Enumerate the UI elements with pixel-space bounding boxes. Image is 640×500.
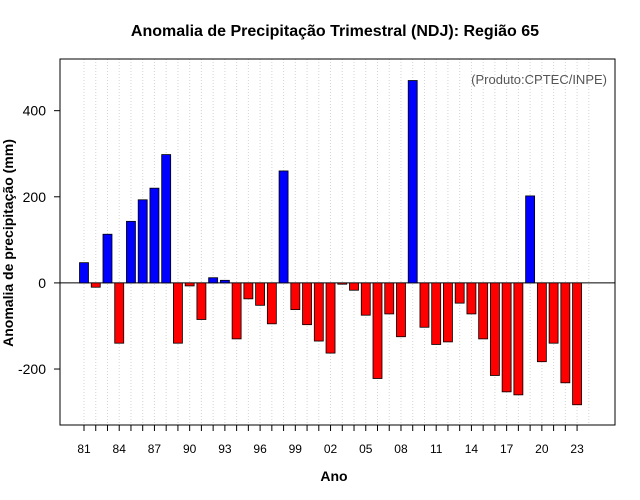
bar-1993: [219, 279, 230, 284]
bar-1994: [231, 282, 242, 340]
bar-1982: [90, 282, 101, 288]
bar-1996: [255, 282, 266, 306]
bar-1985: [126, 220, 136, 284]
x-tick-label: 02: [324, 442, 338, 456]
x-tick-label: 14: [465, 442, 479, 456]
bar-2008: [396, 282, 406, 338]
bar-1988: [161, 154, 172, 284]
bar-2023: [572, 282, 582, 406]
bar-2021: [548, 282, 559, 344]
bar-2005: [360, 282, 371, 316]
y-tick-label: 400: [23, 103, 47, 119]
x-tick-label: 96: [253, 442, 267, 456]
bar-2018: [513, 282, 524, 396]
bar-2010: [419, 282, 430, 328]
bar-1987: [149, 187, 160, 284]
bars: [79, 80, 582, 406]
x-tick-label: 17: [500, 442, 514, 456]
x-tick-label: 20: [535, 442, 549, 456]
y-tick-label: 0: [38, 275, 46, 291]
x-tick-label: 11: [430, 442, 443, 456]
bar-1986: [137, 199, 148, 284]
bar-2019: [525, 195, 536, 284]
bar-2015: [478, 282, 489, 340]
bar-2013: [454, 282, 465, 304]
bar-2000: [302, 282, 312, 326]
bar-1998: [278, 170, 289, 284]
bar-1989: [173, 282, 183, 344]
x-axis-title: Ano: [320, 468, 347, 484]
x-tick-label: 90: [183, 442, 197, 456]
bar-2001: [313, 282, 324, 342]
bar-1999: [290, 282, 301, 311]
x-tick-label: 08: [394, 442, 408, 456]
bar-2016: [489, 282, 500, 376]
bar-2002: [325, 282, 336, 354]
bar-1995: [243, 282, 254, 300]
bar-2009: [407, 80, 418, 284]
bar-1984: [114, 282, 125, 344]
y-axis-title: Anomalia de precipitação (mm): [0, 139, 16, 347]
bar-1991: [196, 282, 207, 320]
x-tick-label: 23: [570, 442, 584, 456]
bar-2003: [337, 282, 348, 285]
source-annotation: (Produto:CPTEC/INPE): [471, 72, 607, 87]
x-tick-label: 93: [218, 442, 232, 456]
bar-2006: [372, 282, 383, 379]
bar-1997: [266, 282, 277, 325]
bar-1981: [79, 262, 89, 284]
chart-title: Anomalia de Precipitação Trimestral (NDJ…: [131, 23, 539, 40]
x-tick-label: 84: [113, 442, 127, 456]
x-tick-label: 99: [289, 442, 303, 456]
plot-frame: [59, 58, 616, 426]
x-tick-label: 05: [359, 442, 373, 456]
bar-1992: [208, 277, 219, 284]
bar-2007: [384, 282, 395, 315]
bar-1990: [184, 282, 195, 287]
bar-2017: [501, 282, 512, 393]
x-tick-label: 81: [77, 442, 91, 456]
y-tick-label: -200: [18, 361, 46, 377]
bar-2014: [466, 282, 477, 315]
grid-lines: [83, 59, 590, 425]
bar-2011: [431, 282, 442, 345]
bar-2022: [560, 282, 571, 384]
y-axis: -200 0 200 400: [18, 103, 60, 377]
x-tick-label: 87: [148, 442, 162, 456]
bar-2004: [349, 282, 359, 291]
bar-2020: [536, 282, 547, 363]
x-axis: 81 84 87 90 93 96 99 02 05 08 11 14 17 20 23: [77, 425, 584, 456]
bar-1983: [102, 233, 113, 284]
y-tick-label: 200: [23, 189, 47, 205]
bar-2012: [443, 282, 453, 343]
